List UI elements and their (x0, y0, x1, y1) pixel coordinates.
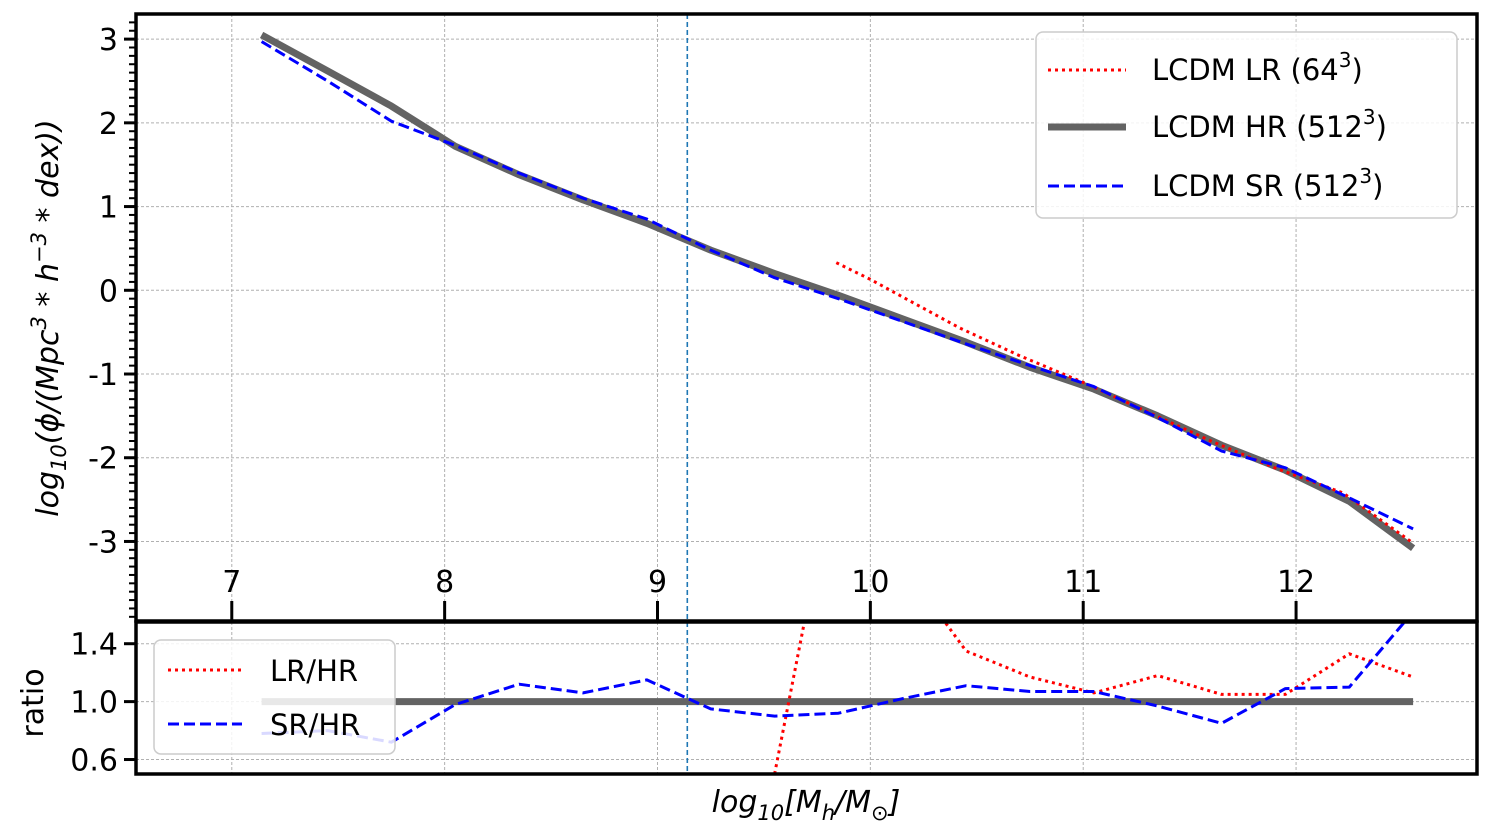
legend-label-sr: LCDM SR (5123) (1152, 164, 1383, 203)
main-x-tick-label-5: 12 (1277, 565, 1315, 600)
ratio-series-line-2 (261, 622, 1407, 744)
main-x-tick-label-0: 7 (222, 565, 241, 600)
ratio-legend: LR/HR SR/HR (153, 639, 396, 755)
legend-label-lr: LCDM LR (643) (1152, 48, 1363, 87)
main-x-tick-label-1: 8 (435, 565, 454, 600)
ratio-legend-label-lr: LR/HR (270, 654, 358, 688)
main-legend: LCDM LR (643) LCDM HR (5123) LCDM SR (51… (1035, 31, 1458, 219)
main-y-tick-label-3: 0 (99, 274, 118, 309)
main-series-line-0 (835, 261, 1414, 545)
main-y-tick-label-2: 1 (99, 191, 118, 226)
legend-label-hr: LCDM HR (5123) (1152, 105, 1387, 144)
ratio-y-axis-label: ratio (16, 668, 51, 737)
main-x-tick-label-3: 10 (851, 565, 889, 600)
ratio-plot-frame (134, 620, 1479, 776)
main-y-tick-label-1: 2 (99, 107, 118, 142)
x-axis-label: log10[Mh/M⊙] (712, 785, 901, 825)
ratio-plot-panel: 1.4 1.0 0.6 (70, 620, 1479, 779)
main-x-tick-label-4: 11 (1064, 565, 1102, 600)
main-y-tick-label-0: 3 (99, 23, 118, 58)
main-y-tick-label-5: -2 (88, 442, 118, 477)
ratio-y-tick-label-1: 1.0 (70, 686, 118, 721)
main-series-line-1 (259, 31, 1416, 552)
main-y-tick-label-4: -1 (88, 358, 118, 393)
ratio-legend-label-sr: SR/HR (270, 708, 360, 742)
main-y-tick-label-6: -3 (88, 525, 118, 560)
main-series-line-2 (260, 40, 1414, 531)
ratio-y-tick-label-2: 0.6 (70, 744, 118, 779)
y-axis-label: log10(ϕ/(Mpc3 * h−3 * dex)) (27, 119, 71, 516)
ratio-y-tick-label-0: 1.4 (70, 628, 118, 663)
main-x-tick-label-2: 9 (648, 565, 667, 600)
